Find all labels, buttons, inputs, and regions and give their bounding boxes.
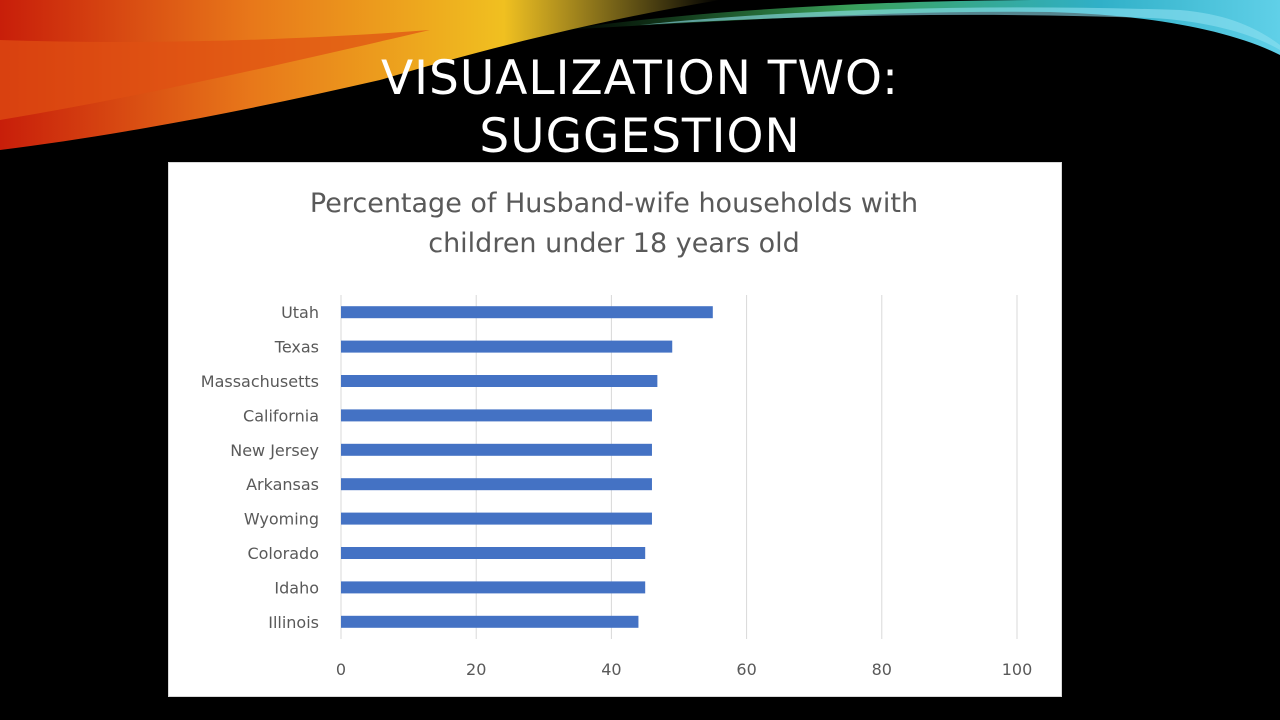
bars [341,306,713,628]
category-label: Utah [281,303,319,322]
bar [341,443,652,456]
chart-panel: Percentage of Husband-wife households wi… [168,162,1062,697]
category-label: California [243,406,319,425]
category-label: Massachusetts [201,372,319,391]
category-label: Wyoming [244,510,319,529]
x-tick-labels: 0 20 40 60 80 100 [336,660,1032,679]
chart-title-line-1: Percentage of Husband-wife households wi… [310,188,918,219]
warm-swoosh-inner [0,30,430,120]
category-labels: Utah Texas Massachusetts California New Jers… [201,303,319,632]
category-label: Idaho [274,578,319,597]
bar [341,375,658,387]
x-tick-label: 0 [336,660,346,679]
bar [341,547,646,559]
bar [341,512,652,525]
bar-chart: Percentage of Husband-wife households wi… [201,188,1033,679]
bar [341,409,652,422]
category-label: New Jersey [230,441,319,460]
slide-title-line-2: SUGGESTION [479,109,801,164]
x-tick-label: 80 [872,660,892,679]
category-label: Illinois [268,613,319,632]
bar [341,340,673,353]
bar [341,581,646,594]
x-tick-label: 40 [601,660,621,679]
category-label: Colorado [247,544,319,563]
warm-swoosh [0,0,720,150]
bar [341,478,652,491]
chart-title-line-2: children under 18 years old [428,228,800,259]
category-label: Arkansas [246,475,319,494]
slide-title: VISUALIZATION TWO: SUGGESTION [0,50,1280,166]
x-tick-label: 20 [466,660,486,679]
x-tick-label: 60 [736,660,756,679]
bar [341,306,713,319]
x-tick-label: 100 [1002,660,1033,679]
slide-title-line-1: VISUALIZATION TWO: [381,51,899,106]
bar [341,615,639,628]
category-label: Texas [274,338,319,357]
